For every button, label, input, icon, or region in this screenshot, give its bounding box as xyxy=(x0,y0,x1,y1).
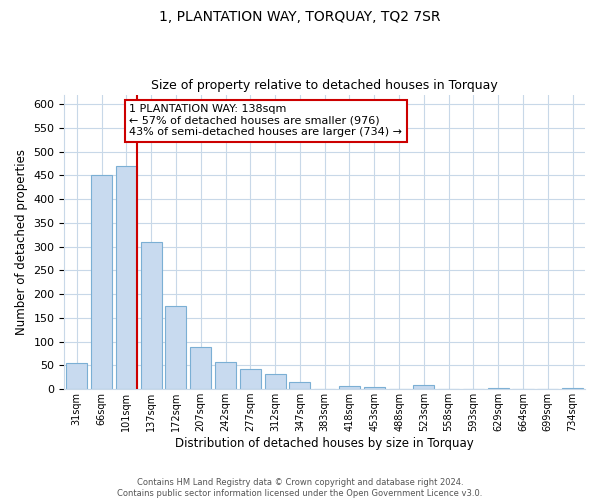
Text: Contains HM Land Registry data © Crown copyright and database right 2024.
Contai: Contains HM Land Registry data © Crown c… xyxy=(118,478,482,498)
Bar xyxy=(240,369,261,389)
Text: 1 PLANTATION WAY: 138sqm
← 57% of detached houses are smaller (976)
43% of semi-: 1 PLANTATION WAY: 138sqm ← 57% of detach… xyxy=(130,104,403,138)
Bar xyxy=(140,242,162,389)
Bar xyxy=(562,388,583,389)
X-axis label: Distribution of detached houses by size in Torquay: Distribution of detached houses by size … xyxy=(175,437,474,450)
Bar xyxy=(265,374,286,389)
Bar xyxy=(364,387,385,389)
Bar xyxy=(289,382,310,389)
Bar xyxy=(116,166,137,389)
Bar xyxy=(166,306,187,389)
Bar xyxy=(66,363,88,389)
Y-axis label: Number of detached properties: Number of detached properties xyxy=(15,149,28,335)
Title: Size of property relative to detached houses in Torquay: Size of property relative to detached ho… xyxy=(151,79,498,92)
Bar xyxy=(413,386,434,389)
Bar xyxy=(91,176,112,389)
Text: 1, PLANTATION WAY, TORQUAY, TQ2 7SR: 1, PLANTATION WAY, TORQUAY, TQ2 7SR xyxy=(159,10,441,24)
Bar xyxy=(339,386,360,389)
Bar xyxy=(190,348,211,389)
Bar xyxy=(488,388,509,389)
Bar xyxy=(215,362,236,389)
